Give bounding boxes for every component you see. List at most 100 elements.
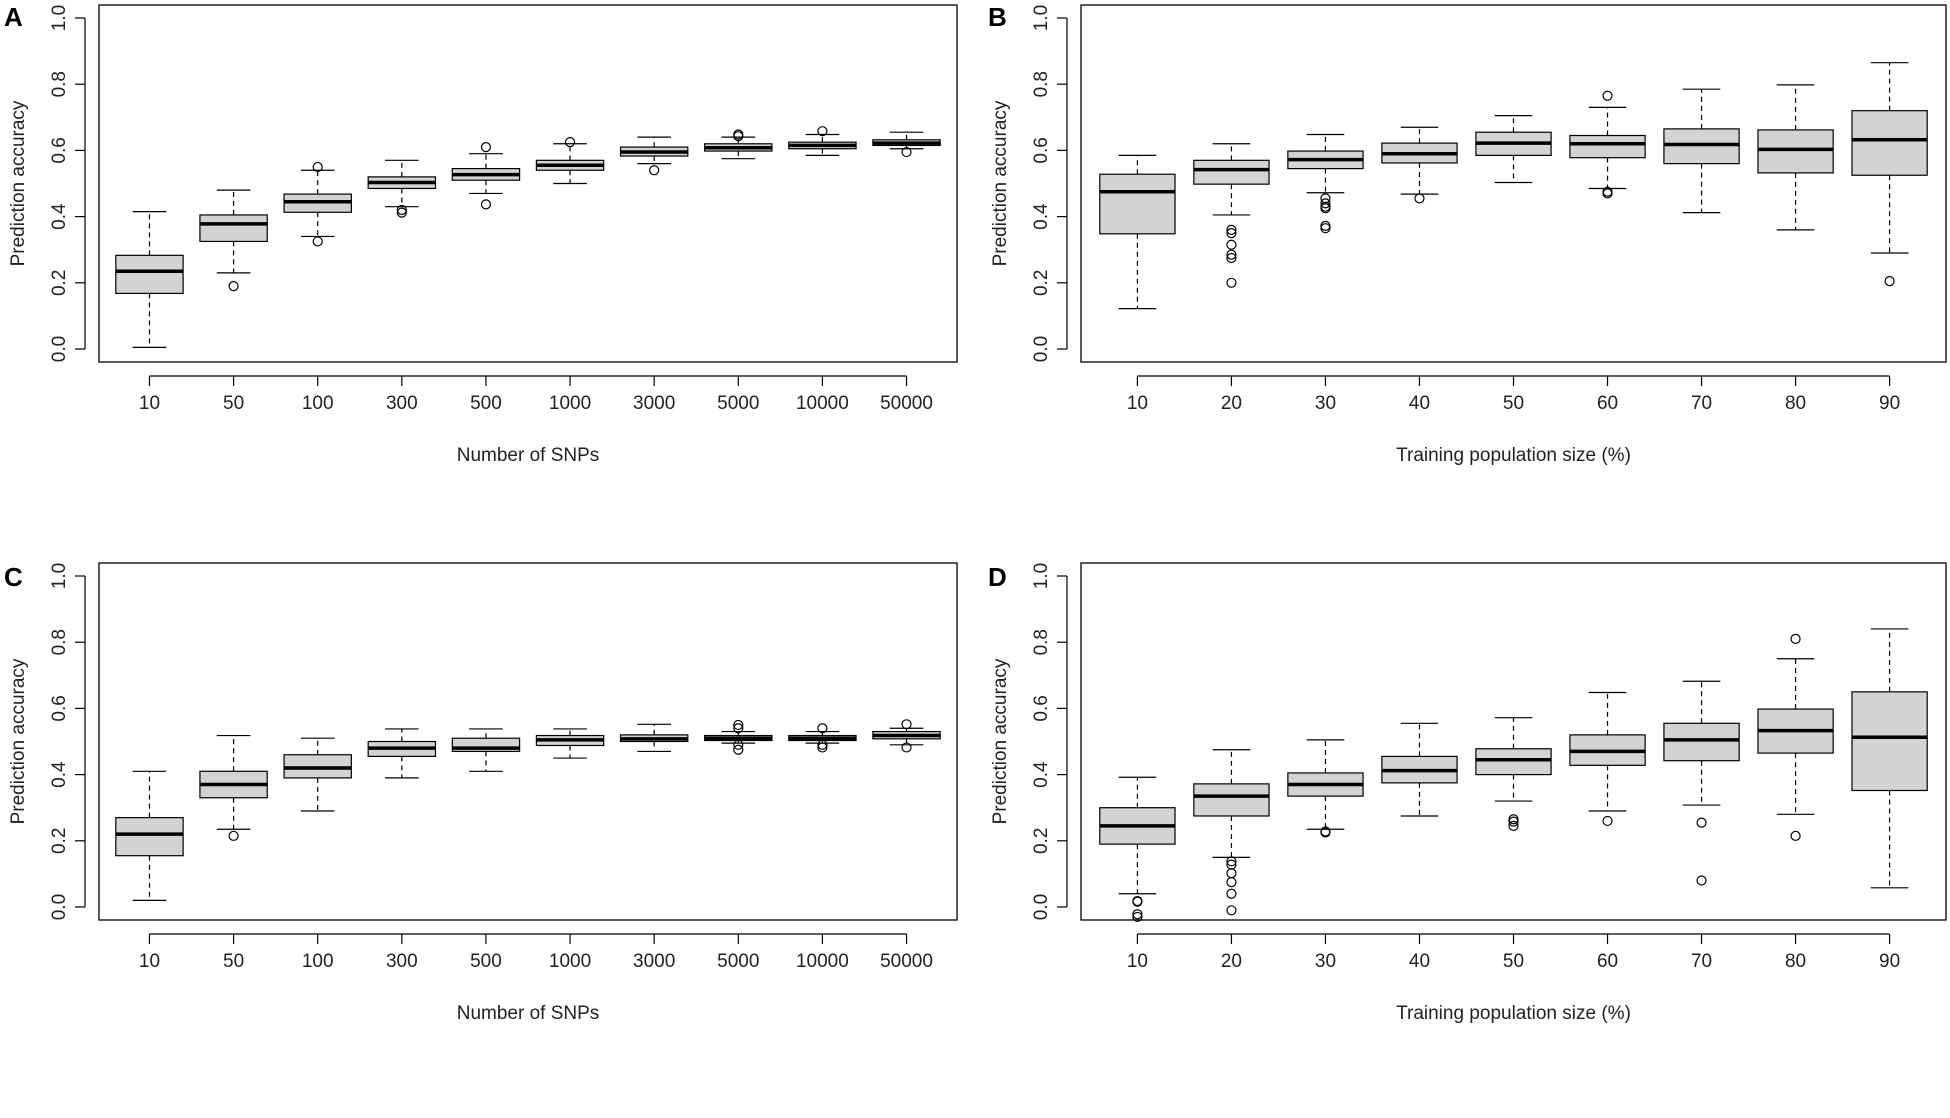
x-tick-label: 50 xyxy=(223,393,244,414)
outlier-point xyxy=(1226,905,1237,916)
panel-letter: C xyxy=(4,562,23,592)
box-group xyxy=(1099,776,1176,923)
x-tick-label: 500 xyxy=(470,393,502,414)
outlier-point xyxy=(1884,276,1895,287)
box-group xyxy=(1099,154,1176,310)
box-group xyxy=(872,719,941,753)
x-tick-label: 10 xyxy=(139,393,160,414)
y-tick-label: 0.0 xyxy=(49,336,70,362)
outlier-point xyxy=(817,723,828,734)
box-group xyxy=(704,719,773,755)
y-tick-label: 0.6 xyxy=(49,695,70,721)
outlier-point xyxy=(1132,909,1143,920)
x-tick-label: 40 xyxy=(1409,393,1430,414)
box-group xyxy=(1381,722,1458,817)
box-group xyxy=(1851,628,1928,889)
box-group xyxy=(1663,680,1740,886)
y-tick-label: 0.2 xyxy=(1031,828,1052,854)
outlier-point xyxy=(1320,827,1331,838)
box-group xyxy=(872,131,941,158)
panel-letter: D xyxy=(988,562,1007,592)
outlier-point xyxy=(480,199,492,210)
iqr-box xyxy=(1193,159,1270,185)
outlier-point xyxy=(1226,888,1237,899)
outlier-point xyxy=(817,742,828,753)
outlier-point xyxy=(733,744,744,755)
iqr-box xyxy=(1663,128,1740,165)
y-tick-label: 0.8 xyxy=(49,629,70,655)
outlier-point xyxy=(733,131,744,142)
box-group xyxy=(199,734,268,841)
x-tick-label: 100 xyxy=(302,393,334,414)
x-tick-label: 20 xyxy=(1221,951,1242,972)
outlier-point xyxy=(312,236,323,247)
x-tick-label: 60 xyxy=(1597,951,1618,972)
box-group xyxy=(1287,739,1364,838)
outlier-point xyxy=(901,719,912,730)
outlier-point xyxy=(1226,277,1237,288)
outlier-point xyxy=(1790,633,1801,644)
outlier-point xyxy=(1320,198,1331,209)
outlier-point xyxy=(1320,203,1331,214)
x-tick-label: 20 xyxy=(1221,393,1242,414)
iqr-box xyxy=(1475,748,1552,776)
iqr-box xyxy=(1193,783,1270,817)
x-tick-label: 90 xyxy=(1879,951,1900,972)
y-tick-label: 0.8 xyxy=(1031,71,1052,97)
y-tick-label: 0.4 xyxy=(49,761,70,788)
outlier-point xyxy=(1602,815,1613,827)
iqr-box xyxy=(115,254,184,294)
y-tick-label: 0.2 xyxy=(1031,270,1052,296)
panel-letter: A xyxy=(4,2,23,32)
outlier-point xyxy=(1508,816,1519,827)
x-tick-label: 10 xyxy=(1127,951,1148,972)
y-tick-label: 0.8 xyxy=(49,71,70,97)
y-tick-label: 0.4 xyxy=(1031,761,1052,788)
y-tick-label: 1.0 xyxy=(49,5,70,31)
box-group xyxy=(1851,62,1928,287)
box-group xyxy=(1475,115,1552,184)
x-tick-label: 300 xyxy=(386,951,418,972)
box-group xyxy=(1663,88,1740,214)
box-group xyxy=(619,723,689,753)
x-tick-label: 1000 xyxy=(549,393,591,414)
box-group xyxy=(535,728,605,759)
box-group xyxy=(1569,90,1646,199)
x-tick-label: 3000 xyxy=(633,393,675,414)
iqr-box xyxy=(1851,110,1928,176)
x-tick-label: 500 xyxy=(470,951,502,972)
box-group xyxy=(1757,84,1834,231)
x-tick-label: 50000 xyxy=(880,393,933,414)
box-group xyxy=(1287,133,1364,234)
x-tick-label: 10 xyxy=(1127,393,1148,414)
outlier-point xyxy=(1508,820,1519,832)
box-group xyxy=(199,189,268,292)
box-group xyxy=(1475,717,1552,832)
x-tick-label: 50 xyxy=(1503,951,1524,972)
outlier-point xyxy=(1696,817,1707,828)
y-tick-label: 0.6 xyxy=(1031,695,1052,721)
x-tick-label: 5000 xyxy=(717,393,759,414)
outlier-point xyxy=(1696,875,1707,886)
iqr-box xyxy=(199,214,268,243)
y-tick-label: 0.2 xyxy=(49,828,70,854)
box-group xyxy=(788,126,857,156)
x-tick-label: 90 xyxy=(1879,393,1900,414)
y-tick-label: 0.0 xyxy=(1031,894,1052,920)
x-tick-label: 5000 xyxy=(717,951,759,972)
y-axis-label: Prediction accuracy xyxy=(990,100,1011,266)
plot-frame xyxy=(1080,562,1947,921)
plot-frame xyxy=(98,562,958,921)
x-tick-label: 80 xyxy=(1785,951,1806,972)
outlier-point xyxy=(1414,193,1425,204)
panel-letter: B xyxy=(988,2,1007,32)
outlier-point xyxy=(1132,911,1143,923)
x-tick-label: 70 xyxy=(1691,951,1712,972)
box-group xyxy=(788,723,857,753)
outlier-point xyxy=(1602,90,1613,101)
outlier-point xyxy=(817,739,828,750)
box-group xyxy=(1193,749,1270,916)
y-tick-label: 0.8 xyxy=(1031,629,1052,655)
x-axis-label: Training population size (%) xyxy=(1396,445,1631,466)
